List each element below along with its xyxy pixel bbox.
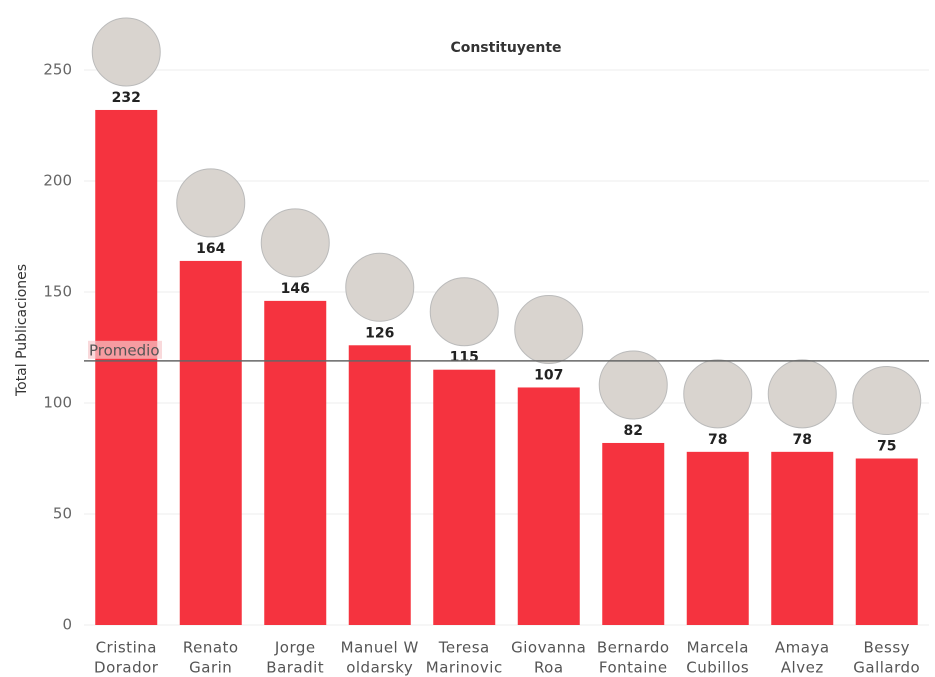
value-label: 126: [365, 325, 394, 341]
y-tick-label: 150: [43, 283, 72, 301]
value-label: 78: [708, 432, 727, 448]
x-tick-label: Cubillos: [686, 659, 749, 677]
value-label: 78: [793, 432, 812, 448]
bar: [602, 443, 664, 625]
value-label: 82: [624, 423, 643, 439]
portrait: [515, 295, 583, 363]
x-tick-label: Teresa: [438, 639, 490, 657]
portrait: [346, 253, 414, 321]
x-tick-label: Alvez: [781, 659, 824, 677]
y-tick-label: 250: [43, 61, 72, 79]
y-tick-label: 50: [53, 505, 72, 523]
x-tick-label: Amaya: [775, 639, 830, 657]
portrait: [853, 367, 921, 435]
chart: Constituyente Total Publicaciones 0 50 100…: [0, 0, 935, 677]
value-label: 107: [534, 367, 563, 383]
x-tick-label: Jorge: [274, 639, 316, 657]
portrait: [261, 209, 329, 277]
x-tick-label: Gallardo: [853, 659, 920, 677]
y-tick-label: 100: [43, 394, 72, 412]
value-label: 164: [196, 241, 225, 257]
x-tick-label: Garin: [189, 659, 232, 677]
portrait: [177, 169, 245, 237]
bar: [771, 452, 833, 625]
bar: [433, 370, 495, 625]
chart-title: Constituyente: [450, 40, 561, 56]
x-tick-label: Dorador: [94, 659, 159, 677]
y-axis-label: Total Publicaciones: [14, 264, 30, 397]
x-tick-label: Fontaine: [599, 659, 668, 677]
x-tick-label: Bernardo: [597, 639, 670, 657]
bar: [856, 459, 918, 626]
value-label: 232: [112, 90, 141, 106]
x-tick-label: Baradit: [266, 659, 324, 677]
bar: [518, 387, 580, 625]
bar: [687, 452, 749, 625]
value-label: 115: [450, 350, 479, 366]
y-tick-label: 200: [43, 172, 72, 190]
x-tick-label: oldarsky: [346, 659, 413, 677]
bar: [264, 301, 326, 625]
x-tick-label: Giovanna: [511, 639, 586, 657]
bar: [95, 110, 157, 625]
portrait: [430, 278, 498, 346]
bar: [349, 345, 411, 625]
value-label: 146: [281, 281, 310, 297]
x-tick-label: Marcela: [687, 639, 749, 657]
bar: [180, 261, 242, 625]
x-tick-label: Cristina: [96, 639, 157, 657]
average-label: Promedio: [89, 341, 160, 359]
portrait: [92, 18, 160, 86]
x-tick-label: Bessy: [863, 639, 910, 657]
value-label: 75: [877, 439, 896, 455]
x-tick-label: Renato: [183, 639, 239, 657]
y-tick-label: 0: [62, 616, 72, 634]
x-tick-label: Roa: [534, 659, 564, 677]
x-tick-label: Marinovic: [426, 659, 503, 677]
x-tick-label: Manuel W: [341, 639, 419, 657]
portrait: [768, 360, 836, 428]
portrait: [684, 360, 752, 428]
